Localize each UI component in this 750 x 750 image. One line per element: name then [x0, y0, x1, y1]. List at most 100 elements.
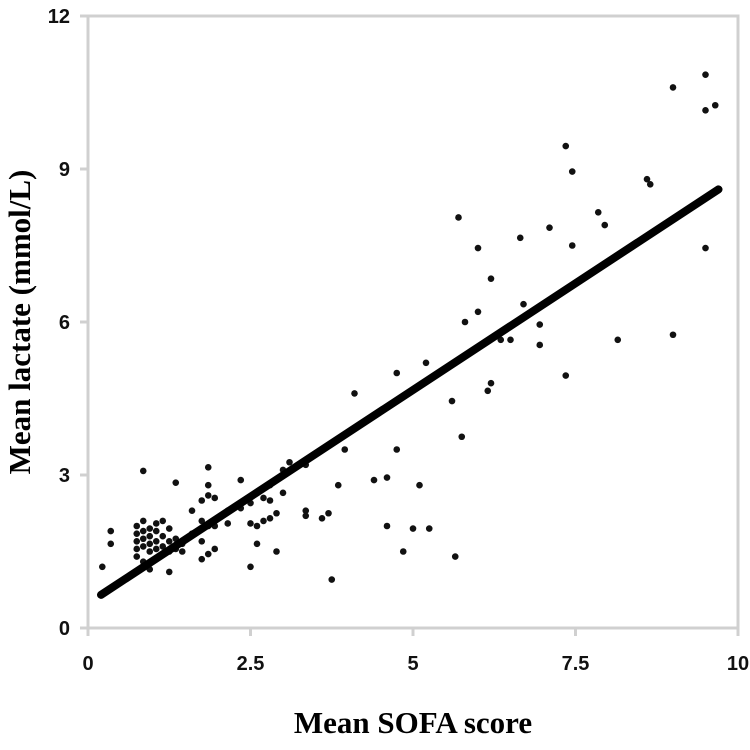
- data-point: [266, 515, 274, 522]
- x-tick-label: 5: [407, 653, 418, 675]
- data-point: [152, 538, 160, 545]
- data-point: [139, 535, 147, 543]
- data-point: [133, 545, 141, 553]
- y-tick-label: 9: [59, 159, 70, 181]
- data-point: [516, 234, 524, 242]
- data-point: [165, 525, 173, 532]
- y-tick-label: 3: [59, 465, 70, 487]
- data-point: [133, 538, 141, 545]
- data-point: [669, 84, 677, 91]
- data-point: [669, 331, 677, 339]
- data-point: [152, 520, 160, 527]
- data-point: [133, 553, 141, 560]
- data-point: [409, 525, 417, 532]
- data-point: [383, 474, 391, 481]
- data-point: [204, 550, 212, 558]
- data-point: [318, 515, 326, 522]
- data-point: [273, 548, 280, 555]
- data-point: [224, 520, 232, 527]
- data-point: [211, 545, 219, 553]
- data-point: [422, 359, 430, 367]
- data-point: [399, 548, 407, 555]
- data-point: [107, 527, 115, 535]
- data-point: [702, 244, 709, 252]
- data-point: [204, 481, 212, 489]
- data-point: [159, 532, 167, 540]
- data-point: [568, 168, 576, 175]
- data-point: [247, 520, 254, 527]
- data-point: [178, 548, 186, 555]
- data-point: [253, 522, 261, 530]
- data-point: [474, 308, 482, 316]
- data-point: [139, 527, 147, 535]
- data-point: [425, 525, 433, 532]
- data-point: [273, 509, 280, 517]
- x-tick-label: 0: [82, 653, 93, 675]
- data-point: [302, 507, 310, 514]
- x-axis-ticks: 0 2.5 5 7.5 10: [82, 628, 749, 675]
- data-point: [260, 517, 267, 525]
- data-point: [536, 341, 544, 349]
- data-point: [146, 540, 154, 548]
- data-point: [455, 214, 462, 221]
- data-point: [614, 336, 622, 344]
- data-point: [107, 540, 115, 548]
- data-point: [152, 545, 160, 553]
- y-tick-label: 6: [59, 312, 70, 334]
- x-tick-label: 7.5: [562, 653, 590, 675]
- y-tick-label: 0: [59, 618, 70, 640]
- data-point: [237, 476, 245, 484]
- data-point: [146, 525, 154, 532]
- data-point: [260, 494, 267, 502]
- data-point: [601, 221, 609, 229]
- data-point: [328, 576, 336, 583]
- data-point: [133, 522, 141, 530]
- x-axis-title: Mean SOFA score: [294, 705, 532, 740]
- data-point: [546, 224, 553, 231]
- trend-line: [97, 185, 723, 599]
- data-point: [487, 379, 495, 387]
- data-point: [204, 464, 212, 471]
- data-point: [198, 517, 206, 525]
- data-point: [458, 433, 466, 441]
- data-point: [334, 481, 342, 489]
- data-point: [159, 543, 167, 550]
- data-point: [139, 517, 147, 525]
- data-point: [451, 553, 459, 560]
- data-point: [159, 517, 167, 525]
- data-point: [152, 527, 160, 535]
- y-axis-title: Mean lactate (mmol/L): [2, 170, 37, 475]
- data-point: [520, 300, 527, 308]
- data-point: [188, 507, 196, 514]
- x-tick-label: 10: [727, 653, 749, 675]
- data-point: [416, 481, 423, 489]
- data-point: [279, 489, 287, 497]
- data-point: [594, 209, 602, 216]
- data-point: [484, 387, 492, 395]
- data-point: [204, 492, 212, 499]
- data-point: [139, 543, 147, 550]
- data-point: [99, 563, 106, 571]
- y-axis-ticks: 0 3 6 9 12: [48, 6, 88, 640]
- data-point: [302, 512, 310, 520]
- data-point: [711, 101, 719, 109]
- data-point: [702, 71, 709, 78]
- x-tick-label: 2.5: [237, 653, 265, 675]
- data-point: [383, 522, 391, 530]
- data-point: [351, 390, 358, 397]
- data-point: [146, 548, 154, 555]
- data-point: [139, 467, 147, 475]
- data-point: [211, 494, 219, 502]
- data-point: [370, 476, 378, 484]
- data-point: [172, 479, 180, 486]
- data-point: [536, 321, 544, 328]
- data-point: [568, 242, 576, 249]
- data-point: [165, 568, 173, 576]
- data-point: [643, 175, 651, 183]
- data-point: [448, 397, 456, 405]
- data-point: [393, 369, 401, 377]
- data-point: [198, 538, 206, 545]
- data-point: [286, 458, 293, 466]
- data-point: [247, 563, 254, 571]
- data-point: [253, 540, 261, 548]
